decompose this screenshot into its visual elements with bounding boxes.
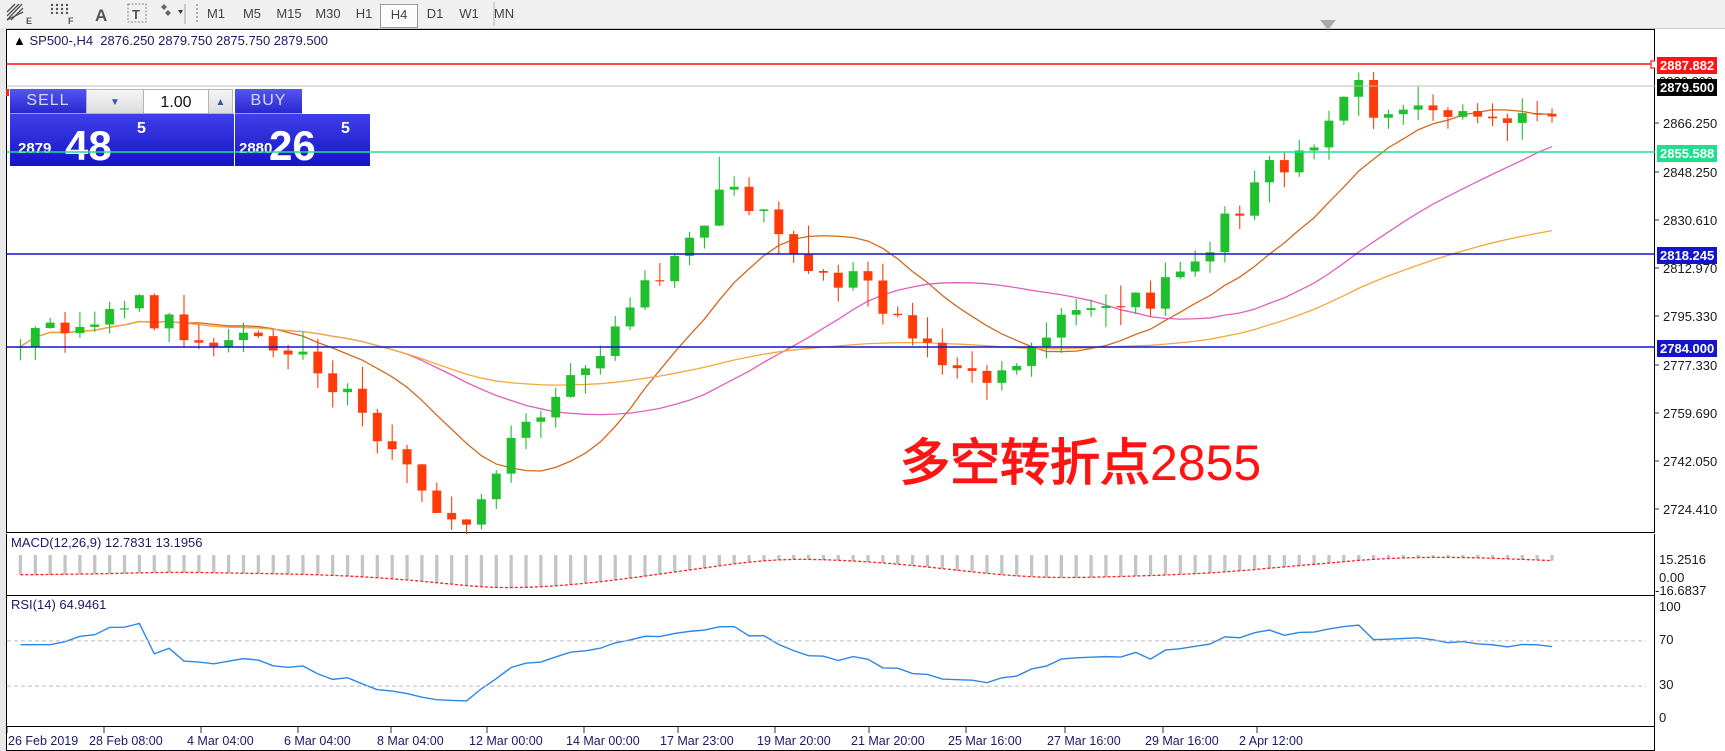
svg-text:E: E bbox=[26, 16, 32, 26]
svg-text:F: F bbox=[68, 16, 74, 26]
svg-text:A: A bbox=[95, 6, 107, 25]
svg-text:T: T bbox=[132, 7, 140, 22]
